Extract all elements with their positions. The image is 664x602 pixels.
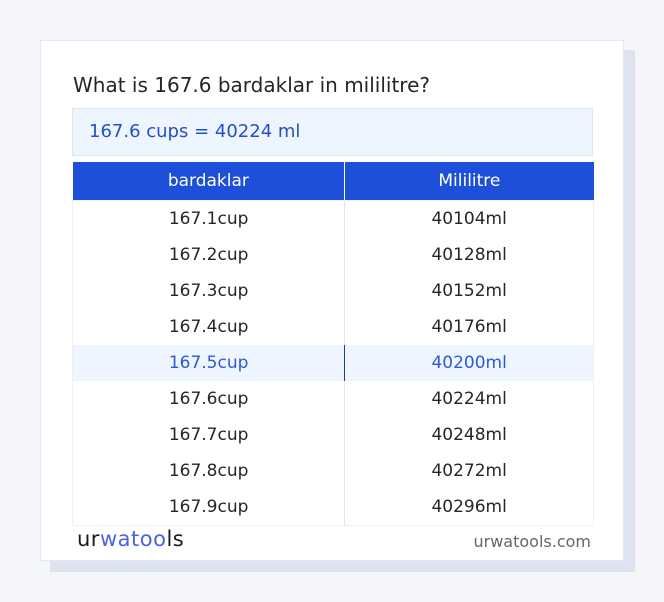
table-row: 167.2cup 40128ml — [72, 237, 594, 273]
table-row: 167.5cup 40200ml — [72, 345, 594, 381]
table-row: 167.4cup 40176ml — [72, 309, 594, 345]
cups-cell: 167.6cup — [72, 381, 346, 417]
table-row: 167.9cup 40296ml — [72, 489, 594, 526]
ml-cell: 40104ml — [431, 209, 507, 229]
conversion-table: bardaklar Mililitre 167.1cup 40104ml 167.2… — [72, 162, 594, 526]
table-row: 167.3cup 40152ml — [72, 273, 594, 309]
page-title: What is 167.6 bardaklar in mililitre? — [73, 73, 431, 97]
table-row: 167.1cup 40104ml — [72, 200, 594, 237]
ml-cell: 40296ml — [431, 497, 507, 517]
column-header-bardaklar: bardaklar — [72, 162, 346, 201]
ml-cell: 40152ml — [431, 281, 507, 301]
cups-cell: 167.9cup — [72, 489, 346, 526]
cups-cell: 167.7cup — [72, 417, 346, 453]
cups-cell: 167.8cup — [72, 453, 346, 489]
table-row: 167.7cup 40248ml — [72, 417, 594, 453]
ml-cell: 40224ml — [431, 389, 507, 409]
cups-cell: 167.3cup — [72, 273, 346, 309]
cups-cell: 167.5cup — [72, 345, 346, 381]
ml-cell: 40176ml — [431, 317, 507, 337]
table-row: 167.6cup 40224ml — [72, 381, 594, 417]
conversion-result: 167.6 cups = 40224 ml — [72, 108, 593, 156]
ml-cell: 40200ml — [344, 345, 594, 381]
cups-cell: 167.1cup — [72, 200, 346, 237]
cups-cell: 167.2cup — [72, 237, 346, 273]
table-row: 167.8cup 40272ml — [72, 453, 594, 489]
ml-cell: 40248ml — [431, 425, 507, 445]
urwatools-logo: urwatools — [77, 527, 185, 551]
cups-cell: 167.4cup — [72, 309, 346, 345]
ml-cell: 40272ml — [431, 461, 507, 481]
conversion-card: What is 167.6 bardaklar in mililitre? 16… — [40, 40, 624, 561]
column-header-mililitre: Mililitre — [344, 162, 594, 201]
ml-cell: 40128ml — [431, 245, 507, 265]
site-url: urwatools.com — [473, 532, 592, 551]
